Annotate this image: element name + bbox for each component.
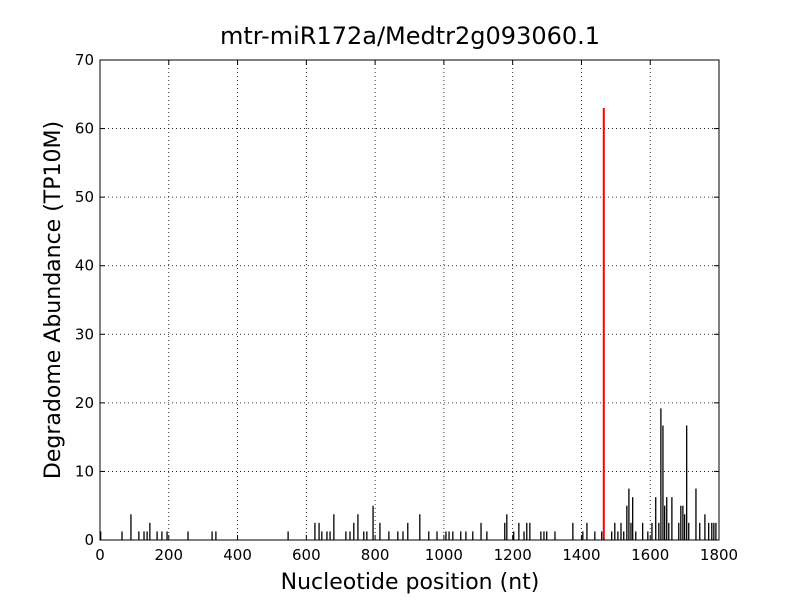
plot-frame [99,59,720,541]
y-tick-label: 10 [75,462,94,480]
chart-title: mtr-miR172a/Medtr2g093060.1 [220,22,600,50]
y-axis-label: Degradome Abundance (TP10M) [41,121,66,479]
x-tick-label: 1600 [631,546,669,564]
x-tick-label: 800 [361,546,390,564]
y-tick-label: 20 [75,394,94,412]
x-tick-label: 200 [154,546,183,564]
x-tick-label: 0 [95,546,105,564]
x-axis-label: Nucleotide position (nt) [281,570,540,595]
y-tick-label: 30 [75,325,94,343]
x-tick-label: 400 [223,546,252,564]
y-tick-label: 60 [75,120,94,138]
y-tick-label: 50 [75,188,94,206]
y-tick-label: 70 [75,51,94,69]
x-tick-label: 1200 [494,546,532,564]
x-tick-label: 1400 [562,546,600,564]
x-tick-label: 1800 [700,546,738,564]
x-tick-label: 1000 [425,546,463,564]
x-tick-label: 600 [292,546,321,564]
y-tick-label: 0 [84,531,94,549]
y-tick-label: 40 [75,257,94,275]
